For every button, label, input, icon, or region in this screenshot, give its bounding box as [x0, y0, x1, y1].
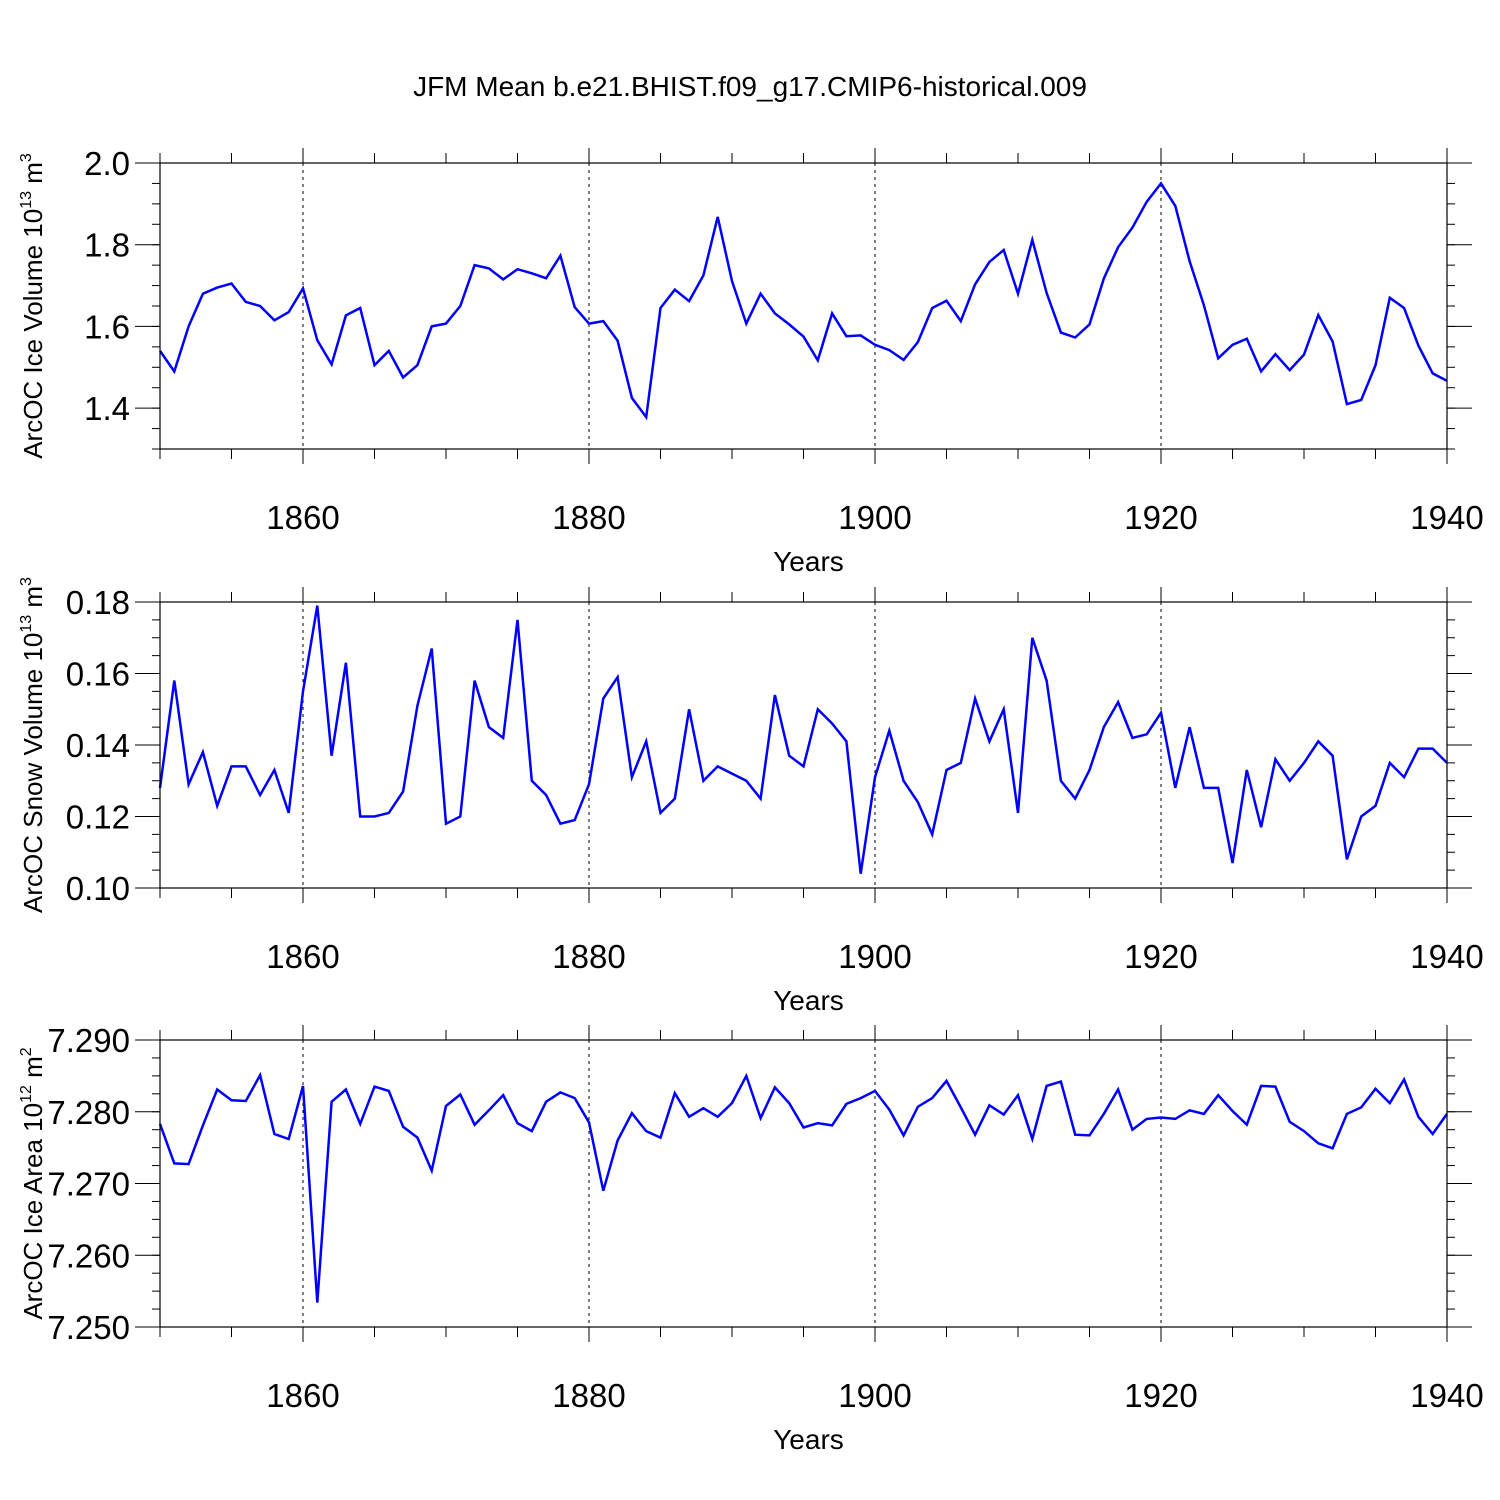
x-tick-label: 1880	[552, 1377, 625, 1414]
x-tick-label: 1900	[838, 938, 911, 975]
y-tick-label: 1.6	[84, 308, 130, 345]
y-tick-label: 7.290	[47, 1022, 130, 1059]
y-axis-title-unit-exponent: 3	[18, 153, 35, 162]
y-axis-title: ArcOC Ice Area 1012 m2	[18, 1047, 48, 1319]
panel-3: 7.250 7.260 7.270 7.280 7.290 1860 1880 1900 192…	[18, 1022, 1484, 1455]
y-tick-label: 1.4	[84, 390, 130, 427]
series-line	[158, 181, 1448, 421]
x-tick-label: 1900	[838, 1377, 911, 1414]
series-line	[158, 605, 1448, 874]
y-tick-label: 7.280	[47, 1094, 130, 1131]
y-axis-title-exponent: 12	[18, 1085, 35, 1103]
x-tick-label: 1920	[1124, 1377, 1197, 1414]
x-tick-label: 1860	[266, 499, 339, 536]
x-tick-label: 1940	[1410, 938, 1483, 975]
plot-frame	[159, 601, 1448, 889]
y-tick-label: 1.8	[84, 227, 130, 264]
x-tick-label: 1860	[266, 1377, 339, 1414]
panel-1: 1.4 1.6 1.8 2.0 1860 1880 1900 1920 1940 Years Arc…	[18, 145, 1484, 577]
x-axis-title: Years	[773, 985, 844, 1016]
y-tick-label: 7.260	[47, 1237, 130, 1274]
x-axis-title: Years	[773, 546, 844, 577]
y-tick-label: 2.0	[84, 145, 130, 182]
y-tick-label: 0.16	[66, 656, 130, 693]
y-axis-title-text: ArcOC Snow Volume 10	[18, 633, 48, 913]
y-axis-title-exponent: 13	[18, 191, 35, 209]
y-axis-title-text: ArcOC Ice Area 10	[18, 1103, 48, 1320]
plot-frame	[159, 162, 1448, 450]
series-line	[158, 1071, 1449, 1303]
y-tick-label: 7.270	[47, 1166, 130, 1203]
x-tick-label: 1920	[1124, 499, 1197, 536]
y-tick-label: 0.12	[66, 799, 130, 836]
x-tick-label: 1920	[1124, 938, 1197, 975]
y-axis-title-exponent: 13	[18, 615, 35, 633]
y-tick-label: 7.250	[47, 1309, 130, 1346]
y-tick-label: 0.10	[66, 870, 130, 907]
x-axis-title: Years	[773, 1424, 844, 1455]
chart-title: JFM Mean b.e21.BHIST.f09_g17.CMIP6-histo…	[413, 71, 1087, 102]
panel-2: 0.10 0.12 0.14 0.16 0.18 1860 1880 1900 1920 1940…	[18, 577, 1484, 1016]
y-axis-title: ArcOC Ice Volume 1013 m3	[18, 153, 48, 459]
x-tick-label: 1860	[266, 938, 339, 975]
y-tick-label: 0.18	[66, 584, 130, 621]
plot-frame	[159, 1039, 1448, 1328]
y-axis-title-unit: m	[18, 162, 48, 191]
y-axis-title: ArcOC Snow Volume 1013 m3	[18, 577, 48, 913]
x-tick-label: 1880	[552, 938, 625, 975]
x-tick-label: 1880	[552, 499, 625, 536]
x-tick-label: 1900	[838, 499, 911, 536]
y-axis-title-text: ArcOC Ice Volume 10	[18, 209, 48, 459]
x-tick-label: 1940	[1410, 499, 1483, 536]
y-axis-title-unit-exponent: 2	[18, 1047, 35, 1056]
y-axis-title-unit-exponent: 3	[18, 577, 35, 586]
y-tick-label: 0.14	[66, 727, 130, 764]
y-axis-title-unit: m	[18, 1056, 48, 1085]
y-axis-title-unit: m	[18, 586, 48, 615]
x-tick-label: 1940	[1410, 1377, 1483, 1414]
